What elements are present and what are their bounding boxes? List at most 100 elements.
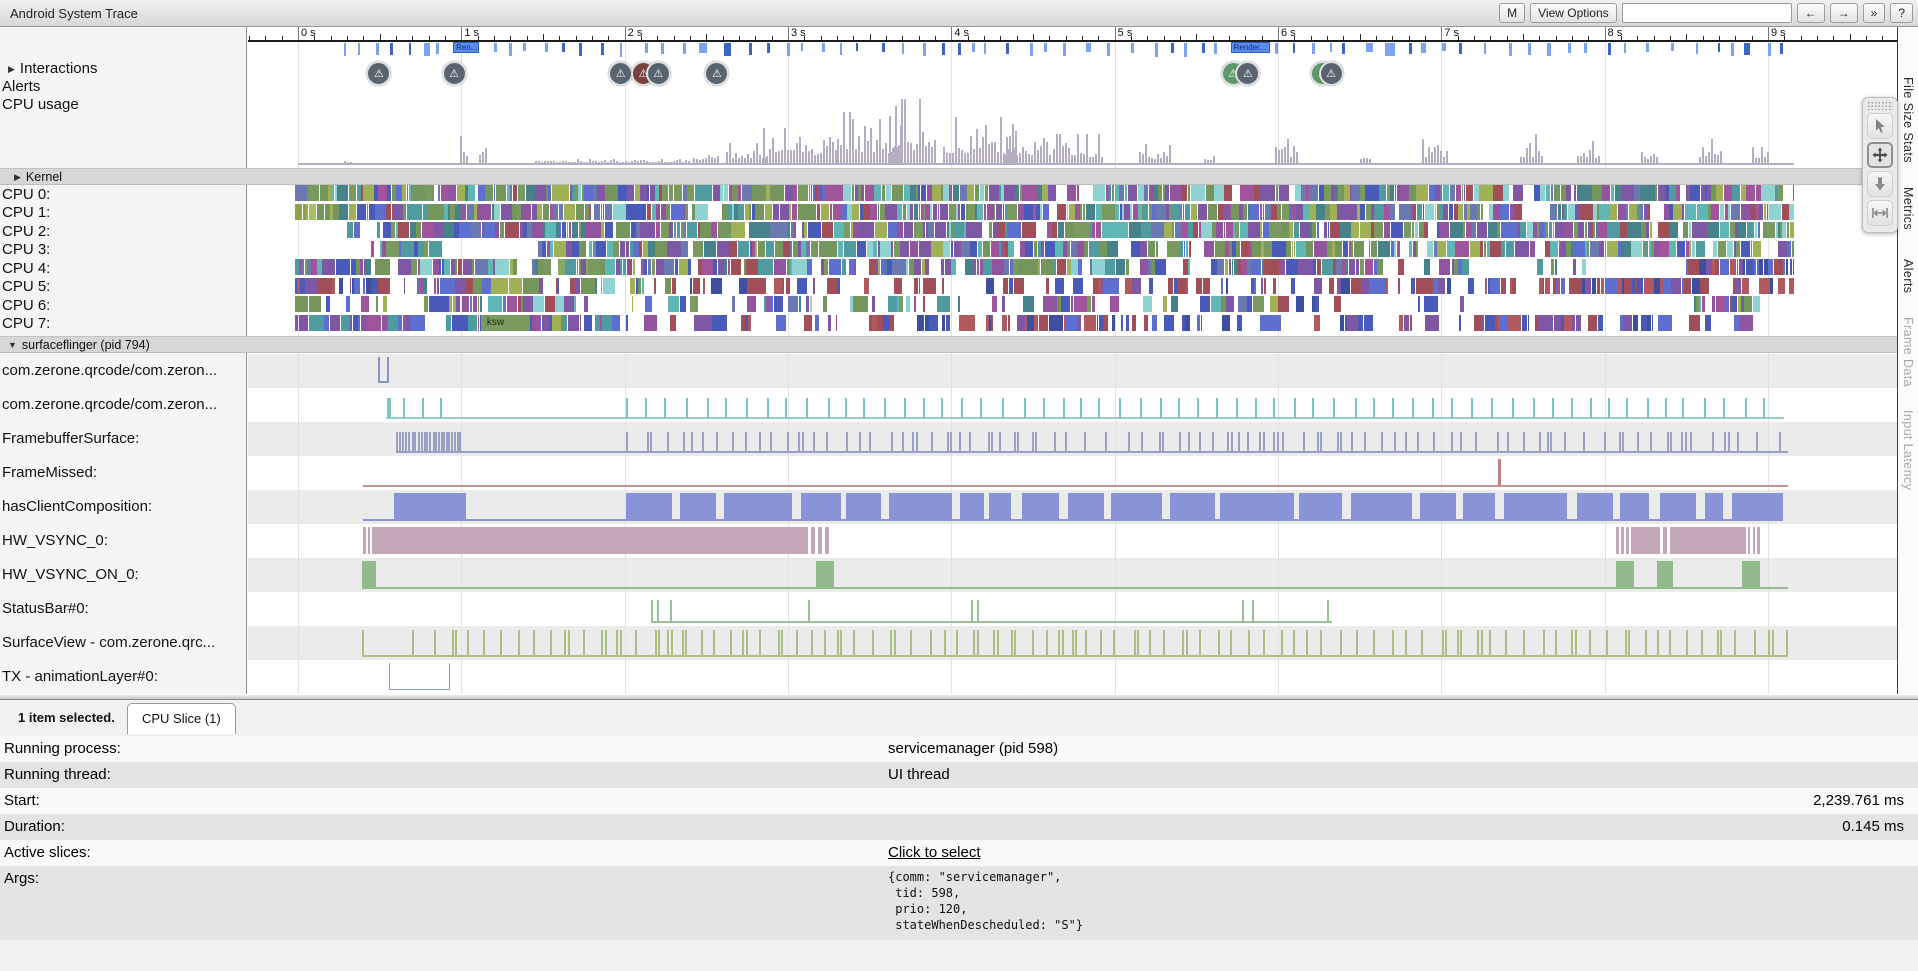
track-tick[interactable] bbox=[1238, 432, 1241, 452]
cpu-slice[interactable] bbox=[1341, 203, 1344, 220]
cpu-slice[interactable] bbox=[1240, 240, 1249, 257]
cpu-slice[interactable] bbox=[922, 203, 925, 220]
track-slice[interactable] bbox=[811, 527, 815, 554]
cpu-slice[interactable] bbox=[311, 259, 317, 275]
cpu-slice[interactable] bbox=[1486, 240, 1490, 257]
cpu-slice[interactable] bbox=[548, 185, 552, 201]
cpu-slice[interactable] bbox=[1045, 277, 1049, 294]
track-tick[interactable] bbox=[1681, 432, 1684, 452]
cpu-slice[interactable] bbox=[841, 259, 846, 275]
cpu-slice[interactable] bbox=[1588, 314, 1590, 331]
track-tick[interactable] bbox=[604, 630, 607, 656]
cpu-slice[interactable] bbox=[536, 314, 539, 331]
cpu-slice[interactable] bbox=[555, 296, 564, 312]
cpu-slice[interactable] bbox=[1550, 240, 1559, 257]
track-tick[interactable] bbox=[745, 630, 748, 656]
cpu-slice[interactable] bbox=[571, 222, 579, 238]
cpu-slice[interactable] bbox=[798, 296, 801, 312]
cpu-slice[interactable] bbox=[926, 185, 933, 201]
cpu-slice[interactable] bbox=[1262, 222, 1269, 238]
track-tick[interactable] bbox=[1491, 398, 1494, 418]
cpu-slice[interactable] bbox=[1254, 277, 1257, 294]
track-tick[interactable] bbox=[1716, 630, 1719, 656]
cpu-slice[interactable] bbox=[1261, 277, 1264, 294]
track-tick[interactable] bbox=[1563, 432, 1566, 452]
cpu-slice[interactable] bbox=[465, 185, 469, 201]
cpu-slice[interactable] bbox=[1519, 222, 1527, 238]
cpu-slice[interactable] bbox=[961, 240, 970, 257]
cpu-slice[interactable] bbox=[724, 259, 728, 275]
cpu-slice[interactable] bbox=[1337, 277, 1341, 294]
cpu-slice[interactable] bbox=[334, 185, 337, 201]
cpu-slice[interactable] bbox=[1098, 314, 1104, 331]
cpu-slice[interactable] bbox=[655, 259, 664, 275]
cpu-slice[interactable] bbox=[1630, 277, 1632, 294]
track-tick[interactable] bbox=[1351, 432, 1354, 452]
cpu-slice[interactable] bbox=[410, 314, 426, 331]
cpu-slice[interactable] bbox=[939, 203, 949, 220]
track-tick[interactable] bbox=[1031, 432, 1034, 452]
cpu-slice[interactable] bbox=[712, 314, 728, 331]
track-slice[interactable] bbox=[1634, 527, 1657, 554]
cpu-slice[interactable] bbox=[477, 314, 480, 331]
cpu-slice[interactable] bbox=[557, 259, 565, 275]
cpu-slice[interactable] bbox=[417, 277, 421, 294]
cpu-slice[interactable] bbox=[1640, 314, 1647, 331]
cpu-slice[interactable] bbox=[1389, 203, 1395, 220]
cpu-slice[interactable] bbox=[1607, 222, 1620, 238]
cpu-slice[interactable] bbox=[1544, 240, 1551, 257]
cpu-slice[interactable] bbox=[1736, 259, 1739, 275]
track-tick[interactable] bbox=[682, 432, 685, 452]
cpu-slice[interactable] bbox=[844, 222, 851, 238]
cpu-slice[interactable] bbox=[1151, 203, 1156, 220]
track-tick[interactable] bbox=[1058, 630, 1061, 656]
cpu-slice[interactable] bbox=[1002, 314, 1008, 331]
cpu-slice[interactable] bbox=[605, 259, 616, 275]
cpu-slice[interactable] bbox=[1467, 203, 1470, 220]
track-slice[interactable] bbox=[888, 493, 953, 520]
cpu-slice[interactable] bbox=[1239, 203, 1243, 220]
cpu-slice[interactable] bbox=[1593, 203, 1598, 220]
track-tick[interactable] bbox=[991, 432, 994, 452]
cpu-slice[interactable] bbox=[509, 259, 513, 275]
cpu-slice[interactable] bbox=[1706, 259, 1712, 275]
cpu-slice[interactable] bbox=[525, 185, 532, 201]
cpu-slice[interactable] bbox=[1468, 277, 1474, 294]
cpu-slice[interactable] bbox=[555, 277, 558, 294]
cpu-slice[interactable] bbox=[1311, 296, 1315, 312]
cpu-slice[interactable] bbox=[542, 240, 547, 257]
interaction-marker[interactable] bbox=[424, 43, 431, 56]
cpu-slice[interactable] bbox=[914, 277, 919, 294]
side-tab-frame-data[interactable]: Frame Data bbox=[1901, 317, 1915, 387]
cpu-slice[interactable] bbox=[482, 277, 491, 294]
cpu-slice[interactable] bbox=[1469, 240, 1480, 257]
cpu-slice[interactable] bbox=[1513, 185, 1523, 201]
cpu-slice[interactable] bbox=[625, 203, 635, 220]
track-tick[interactable] bbox=[1682, 398, 1685, 418]
cpu-slice[interactable] bbox=[1042, 185, 1048, 201]
cpu-slice[interactable] bbox=[649, 185, 655, 201]
cpu-slice[interactable] bbox=[1397, 259, 1405, 275]
cpu-slice[interactable] bbox=[1696, 259, 1699, 275]
track-tick[interactable] bbox=[1084, 432, 1087, 452]
cpu-slice[interactable] bbox=[1108, 185, 1112, 201]
interaction-marker[interactable] bbox=[1365, 43, 1373, 53]
cpu-slice[interactable] bbox=[1578, 222, 1585, 238]
cpu-slice[interactable] bbox=[1046, 222, 1052, 238]
cpu-slice[interactable] bbox=[673, 222, 677, 238]
cpu-slice[interactable] bbox=[1293, 222, 1300, 238]
track-tick[interactable] bbox=[1326, 600, 1329, 622]
cpu-slice[interactable] bbox=[1248, 222, 1260, 238]
cpu-slice[interactable] bbox=[1067, 185, 1074, 201]
track-tick[interactable] bbox=[1574, 630, 1577, 656]
cpu-slice[interactable] bbox=[651, 259, 656, 275]
cpu-slice[interactable] bbox=[1275, 185, 1279, 201]
cpu-slice[interactable] bbox=[306, 259, 311, 275]
cpu-slice[interactable] bbox=[945, 314, 948, 331]
cpu-slice[interactable] bbox=[848, 259, 854, 275]
cpu-slice[interactable] bbox=[382, 296, 388, 312]
cpu-slice[interactable] bbox=[565, 185, 570, 201]
track-tick[interactable] bbox=[1523, 432, 1526, 452]
track-tick[interactable] bbox=[1372, 398, 1375, 418]
cpu-slice[interactable] bbox=[1412, 240, 1417, 257]
